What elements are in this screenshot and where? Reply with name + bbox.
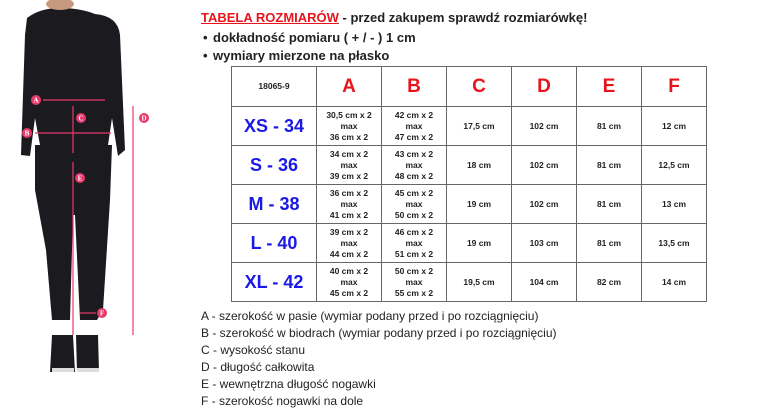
- cell-c: 19,5 cm: [446, 262, 512, 302]
- model-measurement-figure: A B C D E F: [21, 0, 149, 372]
- cell-line: max: [340, 237, 358, 248]
- table-header-row: 18065-9 A B C D E F: [231, 66, 707, 107]
- column-header-a: A: [316, 66, 382, 107]
- table-row: L - 40 39 cm x 2 max 44 cm x 2 46 cm x 2 max 5…: [231, 223, 707, 263]
- cell-b: 45 cm x 2 max 50 cm x 2: [381, 184, 447, 224]
- title-rest: - przed zakupem sprawdź rozmiarówkę!: [338, 10, 588, 25]
- legend-item: D - długość całkowita: [201, 360, 315, 374]
- size-label: XS - 34: [231, 106, 317, 146]
- cell-line: 50 cm x 2: [394, 209, 434, 220]
- cell-line: 44 cm x 2: [329, 248, 369, 259]
- cell-a: 39 cm x 2 max 44 cm x 2: [316, 223, 382, 263]
- marker-e: E: [78, 175, 83, 183]
- cell-line: 45 cm x 2: [394, 187, 434, 198]
- cell-f: 12,5 cm: [641, 145, 707, 185]
- cell-f: 13,5 cm: [641, 223, 707, 263]
- cell-line: 36 cm x 2: [329, 131, 369, 142]
- cell-c: 18 cm: [446, 145, 512, 185]
- cell-e: 81 cm: [576, 223, 642, 263]
- legend-item: B - szerokość w biodrach (wymiar podany …: [201, 326, 557, 340]
- cell-e: 81 cm: [576, 184, 642, 224]
- column-header-c: C: [446, 66, 512, 107]
- cell-c: 19 cm: [446, 184, 512, 224]
- cell-c: 17,5 cm: [446, 106, 512, 146]
- cell-f: 14 cm: [641, 262, 707, 302]
- cell-line: 39 cm x 2: [329, 170, 369, 181]
- cell-line: 43 cm x 2: [394, 148, 434, 159]
- column-header-e: E: [576, 66, 642, 107]
- cell-b: 42 cm x 2 max 47 cm x 2: [381, 106, 447, 146]
- cell-line: 45 cm x 2: [329, 287, 369, 298]
- legend-item: E - wewnętrzna długość nogawki: [201, 377, 376, 391]
- bullet-flat: wymiary mierzone na płasko: [203, 48, 389, 63]
- legend-item: F - szerokość nogawki na dole: [201, 394, 364, 408]
- cell-line: 40 cm x 2: [329, 265, 369, 276]
- marker-a: A: [33, 97, 38, 105]
- cell-line: max: [405, 120, 423, 131]
- page-title: TABELA ROZMIARÓW - przed zakupem sprawdź…: [201, 10, 587, 25]
- cell-a: 40 cm x 2 max 45 cm x 2: [316, 262, 382, 302]
- size-label: S - 36: [231, 145, 317, 185]
- cell-e: 82 cm: [576, 262, 642, 302]
- size-label: M - 38: [231, 184, 317, 224]
- cell-line: 34 cm x 2: [329, 148, 369, 159]
- table-row: S - 36 34 cm x 2 max 39 cm x 2 43 cm x 2 max 4…: [231, 145, 707, 185]
- column-header-b: B: [381, 66, 447, 107]
- cell-d: 102 cm: [511, 145, 577, 185]
- cell-line: 39 cm x 2: [329, 226, 369, 237]
- cell-line: max: [405, 276, 423, 287]
- cell-line: 47 cm x 2: [394, 131, 434, 142]
- cell-e: 81 cm: [576, 145, 642, 185]
- legend-item: A - szerokość w pasie (wymiar podany prz…: [201, 309, 539, 323]
- size-label: L - 40: [231, 223, 317, 263]
- cell-line: 48 cm x 2: [394, 170, 434, 181]
- cell-line: max: [405, 237, 423, 248]
- cell-b: 46 cm x 2 max 51 cm x 2: [381, 223, 447, 263]
- cell-line: max: [340, 120, 358, 131]
- cell-b: 50 cm x 2 max 55 cm x 2: [381, 262, 447, 302]
- cell-line: 30,5 cm x 2: [326, 109, 372, 120]
- size-label: XL - 42: [231, 262, 317, 302]
- cell-line: max: [405, 159, 423, 170]
- cell-line: 36 cm x 2: [329, 187, 369, 198]
- product-code: 18065-9: [231, 66, 317, 107]
- cell-line: max: [405, 198, 423, 209]
- legend-item: C - wysokość stanu: [201, 343, 306, 357]
- bullet-accuracy: dokładność pomiaru ( + / - ) 1 cm: [203, 30, 416, 45]
- cell-line: 42 cm x 2: [394, 109, 434, 120]
- cell-line: 41 cm x 2: [329, 209, 369, 220]
- cell-line: 50 cm x 2: [394, 265, 434, 276]
- marker-c: C: [78, 115, 83, 123]
- cell-a: 36 cm x 2 max 41 cm x 2: [316, 184, 382, 224]
- cell-a: 34 cm x 2 max 39 cm x 2: [316, 145, 382, 185]
- cell-d: 104 cm: [511, 262, 577, 302]
- cell-f: 13 cm: [641, 184, 707, 224]
- cell-d: 102 cm: [511, 106, 577, 146]
- cell-line: 55 cm x 2: [394, 287, 434, 298]
- size-table: 18065-9 A B C D E F XS - 34 30,5 cm x 2 max 36 cm …: [231, 66, 707, 302]
- column-header-d: D: [511, 66, 577, 107]
- cell-d: 103 cm: [511, 223, 577, 263]
- table-row: XL - 42 40 cm x 2 max 45 cm x 2 50 cm x 2 max…: [231, 262, 707, 302]
- cell-line: max: [340, 276, 358, 287]
- cell-line: max: [340, 198, 358, 209]
- cell-f: 12 cm: [641, 106, 707, 146]
- marker-d: D: [141, 115, 146, 123]
- cell-line: 51 cm x 2: [394, 248, 434, 259]
- cell-c: 19 cm: [446, 223, 512, 263]
- cell-b: 43 cm x 2 max 48 cm x 2: [381, 145, 447, 185]
- marker-f: F: [100, 310, 104, 318]
- marker-b: B: [25, 130, 30, 138]
- cell-e: 81 cm: [576, 106, 642, 146]
- table-row: M - 38 36 cm x 2 max 41 cm x 2 45 cm x 2 max 5…: [231, 184, 707, 224]
- cell-a: 30,5 cm x 2 max 36 cm x 2: [316, 106, 382, 146]
- cell-line: max: [340, 159, 358, 170]
- cell-line: 46 cm x 2: [394, 226, 434, 237]
- title-highlight: TABELA ROZMIARÓW: [201, 10, 339, 25]
- column-header-f: F: [641, 66, 707, 107]
- cell-d: 102 cm: [511, 184, 577, 224]
